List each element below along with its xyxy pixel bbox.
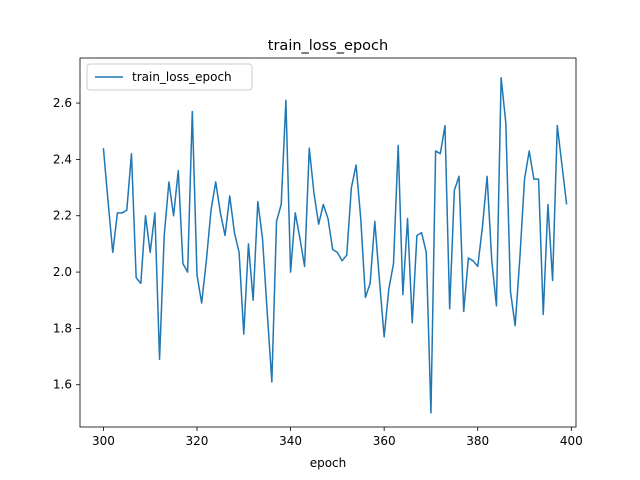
x-tick-label: 300 xyxy=(92,434,115,448)
y-tick-label: 2.4 xyxy=(53,152,72,166)
chart-title: train_loss_epoch xyxy=(268,38,388,54)
series-line-0 xyxy=(102,76,568,414)
x-tick-label: 380 xyxy=(466,434,489,448)
x-tick-label: 340 xyxy=(279,434,302,448)
y-tick-label: 2.6 xyxy=(53,96,72,110)
y-axis: 1.6 1.8 2.0 2.2 2.4 2.6 xyxy=(53,96,80,392)
x-axis: 300 320 340 360 380 400 xyxy=(92,427,583,448)
y-tick-label: 2.2 xyxy=(53,209,72,223)
x-tick-label: 360 xyxy=(373,434,396,448)
axes-frame xyxy=(79,57,577,428)
legend-box xyxy=(86,63,253,91)
legend: train_loss_epoch xyxy=(86,63,253,91)
x-axis-label: epoch xyxy=(310,456,347,470)
y-tick-label: 1.8 xyxy=(53,321,72,335)
y-tick-label: 1.6 xyxy=(53,378,72,392)
legend-label: train_loss_epoch xyxy=(132,70,232,84)
plot-area xyxy=(79,57,577,428)
y-tick-label: 2.0 xyxy=(53,265,72,279)
x-tick-label: 320 xyxy=(186,434,209,448)
x-tick-label: 400 xyxy=(560,434,583,448)
